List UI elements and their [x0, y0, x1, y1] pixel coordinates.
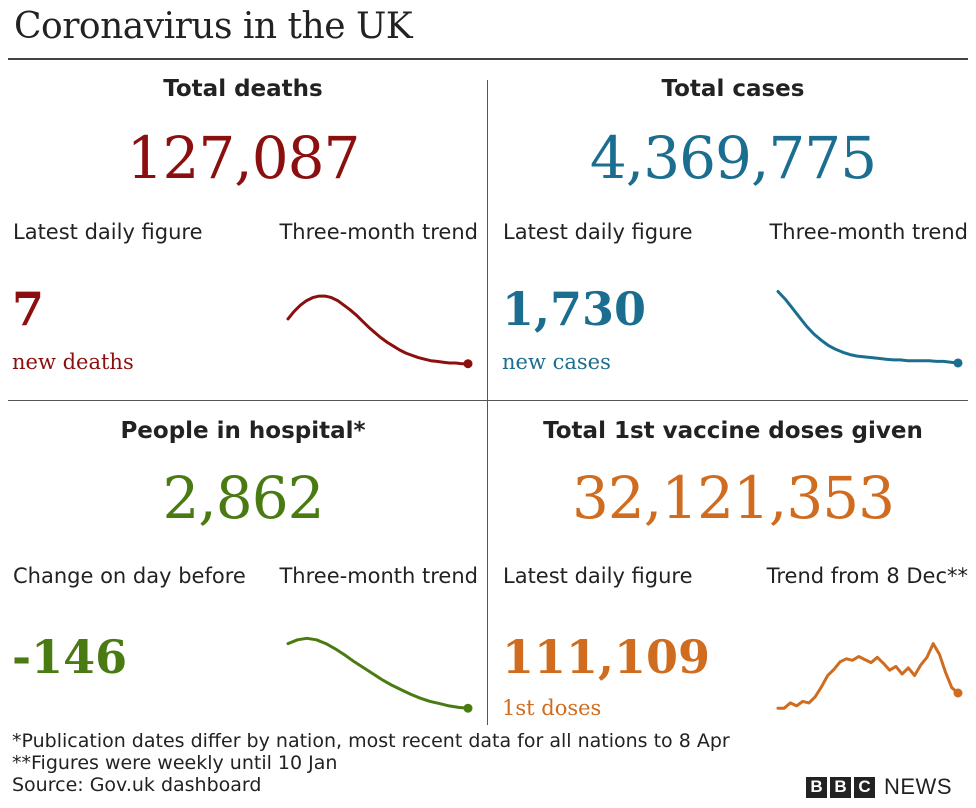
footnotes: *Publication dates differ by nation, mos… [12, 730, 730, 796]
left-label: Latest daily figure [503, 220, 693, 244]
trend-end-point [463, 703, 473, 713]
left-label: Change on day before [13, 564, 246, 588]
title-rule [8, 58, 968, 60]
cases-panel: Total cases 4,369,775 Latest daily figur… [498, 62, 968, 382]
trend-line [776, 642, 960, 710]
trend-sparkline [286, 636, 473, 713]
right-label: Trend from 8 Dec** [766, 564, 968, 588]
trend-sparkline [286, 294, 473, 369]
bbc-news-logo: B B C NEWS [806, 774, 952, 800]
left-label: Latest daily figure [13, 220, 203, 244]
logo-letter: C [854, 776, 875, 798]
total-value: 127,087 [126, 124, 361, 192]
trend-line [776, 290, 960, 365]
horizontal-divider [8, 400, 968, 401]
logo-letter: B [830, 776, 851, 798]
deaths-panel: Total deaths 127,087 Latest daily figure… [8, 62, 478, 382]
logo-letter: B [806, 776, 827, 798]
footnote: **Figures were weekly until 10 Jan [12, 752, 338, 774]
daily-value: 111,109 [502, 630, 711, 684]
daily-value: -146 [12, 630, 128, 684]
daily-unit: 1st doses [502, 696, 602, 720]
right-label: Three-month trend [279, 564, 478, 588]
panel-title: People in hospital* [120, 418, 366, 444]
footnote: *Publication dates differ by nation, mos… [12, 730, 730, 752]
total-value: 4,369,775 [589, 124, 877, 192]
hospital-panel: People in hospital* 2,862 Change on day … [8, 404, 478, 724]
total-value: 32,121,353 [571, 464, 895, 532]
vaccine-panel: Total 1st vaccine doses given 32,121,353… [498, 404, 968, 724]
panel-title: Total 1st vaccine doses given [543, 418, 923, 444]
trend-end-point [953, 358, 963, 368]
right-label: Three-month trend [279, 220, 478, 244]
trend-sparkline [776, 290, 963, 368]
page-title: Coronavirus in the UK [14, 6, 413, 47]
trend-line [286, 636, 470, 710]
left-label: Latest daily figure [503, 564, 693, 588]
trend-sparkline [776, 642, 963, 710]
vertical-divider [487, 80, 488, 725]
daily-value: 7 [12, 282, 45, 336]
total-value: 2,862 [162, 464, 324, 532]
trend-end-point [463, 359, 473, 369]
daily-value: 1,730 [502, 282, 647, 336]
logo-news: NEWS [884, 774, 952, 799]
panel-title: Total deaths [163, 76, 323, 102]
right-label: Three-month trend [769, 220, 968, 244]
daily-unit: new cases [502, 350, 611, 374]
daily-unit: new deaths [12, 350, 134, 374]
panel-title: Total cases [661, 76, 805, 102]
trend-end-point [953, 688, 963, 698]
trend-line [286, 294, 470, 366]
source-note: Source: Gov.uk dashboard [12, 774, 262, 796]
